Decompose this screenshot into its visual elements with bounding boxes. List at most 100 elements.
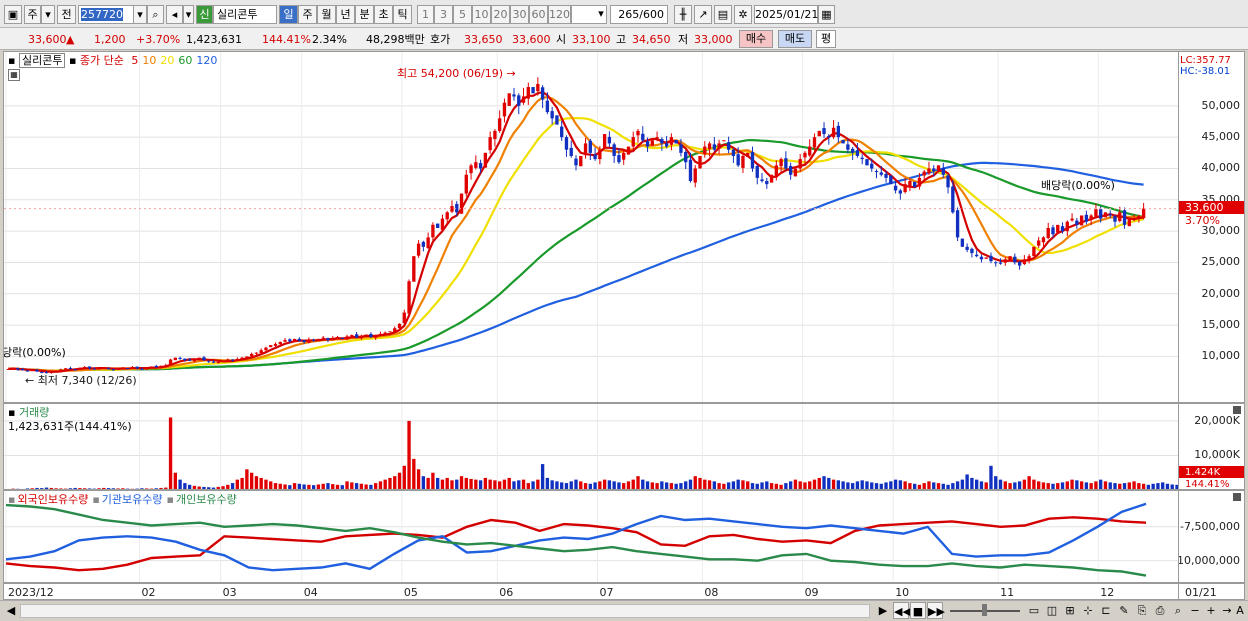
- layout-two-icon[interactable]: ◫: [1046, 604, 1058, 617]
- candle-body: [331, 338, 335, 341]
- volume-bar: [254, 476, 259, 489]
- measure-icon[interactable]: ⊏: [1101, 604, 1111, 617]
- legend-ma-20: 20: [160, 54, 175, 67]
- horizontal-scrollbar[interactable]: [20, 604, 870, 618]
- print-icon[interactable]: ⎙: [1155, 604, 1165, 617]
- period-0-button[interactable]: 일: [279, 5, 298, 24]
- period-2-button[interactable]: 월: [317, 5, 336, 24]
- candle-type-icon[interactable]: ╫: [674, 5, 692, 24]
- crosshair-icon[interactable]: ⊹: [1083, 604, 1093, 617]
- interval-120-button[interactable]: 120: [548, 5, 571, 24]
- volume-bar: [521, 479, 526, 489]
- draw-icon[interactable]: ✎: [1119, 604, 1129, 617]
- volume-bar: [788, 481, 793, 489]
- candle-body: [483, 152, 488, 168]
- candle-body: [965, 246, 969, 250]
- interval-dropdown-icon[interactable]: ▾: [598, 7, 604, 20]
- interval-3-button[interactable]: 3: [434, 5, 453, 24]
- candle-body: [326, 338, 330, 341]
- stock-code-input[interactable]: 257720: [78, 5, 136, 24]
- zoom-reset-icon[interactable]: →: [1222, 604, 1232, 617]
- layout-icon[interactable]: ▣: [4, 5, 22, 24]
- zoom-search-icon[interactable]: ⌕: [1174, 604, 1182, 617]
- grid-table-icon[interactable]: ▦: [8, 69, 20, 81]
- search-icon[interactable]: ⌕: [147, 5, 164, 24]
- volume-bar: [1113, 483, 1117, 489]
- speaker-icon[interactable]: ◂: [166, 5, 183, 24]
- volume-bar: [874, 483, 879, 489]
- interval-1-button[interactable]: 1: [417, 5, 434, 24]
- volume-bar: [207, 487, 211, 489]
- interval-30-button[interactable]: 30: [510, 5, 529, 24]
- volume-bar: [63, 488, 68, 489]
- ma-20-line: [8, 116, 1144, 372]
- copy-icon[interactable]: ⎘: [1137, 604, 1147, 617]
- interval-20-button[interactable]: 20: [491, 5, 510, 24]
- volume-bar: [130, 488, 135, 489]
- volume-bar: [145, 488, 149, 489]
- candle-body: [202, 357, 206, 361]
- period-1-button[interactable]: 주: [298, 5, 317, 24]
- interval-5-button[interactable]: 5: [453, 5, 472, 24]
- period-3-button[interactable]: 년: [336, 5, 355, 24]
- candle-body: [87, 366, 92, 369]
- candle-body: [49, 371, 53, 373]
- volume-bar: [183, 483, 187, 489]
- candle-body: [159, 365, 163, 368]
- volume-tick-label: 20,000K: [1194, 413, 1240, 427]
- close-icon[interactable]: [1233, 493, 1241, 501]
- holding-chart-panel[interactable]: ▪ 외국인보유수량 ▪ 기관보유수량 ▪ 개인보유수량: [3, 490, 1179, 583]
- calendar-icon[interactable]: ▦: [818, 5, 835, 24]
- volume-bar: [989, 465, 993, 489]
- volume-bar: [1065, 481, 1069, 489]
- market-prefix-button[interactable]: 전: [57, 5, 76, 24]
- candle-body: [97, 368, 101, 370]
- layout-one-icon[interactable]: ▭: [1028, 604, 1040, 617]
- stock-name[interactable]: 실리콘투: [213, 5, 277, 24]
- ma-60-line: [8, 138, 1144, 372]
- price-tick-label: 20,000: [1201, 286, 1241, 300]
- volume-bar: [455, 479, 459, 489]
- code-dropdown-icon[interactable]: ▾: [133, 5, 147, 24]
- buy-button[interactable]: 매수: [739, 30, 773, 48]
- price-badge: 33,600: [1179, 201, 1244, 214]
- chevron-down-icon[interactable]: ▾: [41, 5, 55, 24]
- period-6-button[interactable]: 틱: [393, 5, 412, 24]
- candle-body: [975, 254, 979, 257]
- volume-chart-panel[interactable]: ▪ 거래량 1,423,631주(144.41%): [3, 403, 1179, 490]
- bar-count-field[interactable]: 265/600: [610, 5, 668, 24]
- save-icon[interactable]: ▤: [714, 5, 732, 24]
- scroll-left-icon[interactable]: ◀: [6, 604, 16, 617]
- interval-10-button[interactable]: 10: [472, 5, 491, 24]
- date-input[interactable]: 2025/01/21: [754, 5, 818, 24]
- volume-bar: [173, 472, 177, 489]
- gear-icon[interactable]: ✲: [734, 5, 752, 24]
- interval-60-button[interactable]: 60: [529, 5, 548, 24]
- period-4-button[interactable]: 분: [355, 5, 374, 24]
- period-5-button[interactable]: 초: [374, 5, 393, 24]
- candle-body: [1127, 218, 1131, 227]
- layout-grid-icon[interactable]: ⊞: [1065, 604, 1075, 617]
- speaker-dropdown-icon[interactable]: ▾: [183, 5, 194, 24]
- interval-input[interactable]: [571, 5, 607, 24]
- indicator-icon[interactable]: ↗: [694, 5, 712, 24]
- zoom-slider-thumb[interactable]: [982, 604, 987, 616]
- candle-body: [736, 154, 740, 166]
- fast-forward-icon[interactable]: ▶▶: [927, 602, 945, 619]
- stop-icon[interactable]: ■: [910, 602, 926, 619]
- candle-body: [1003, 259, 1007, 263]
- eval-button[interactable]: 평: [816, 30, 836, 48]
- low-price: 33,000: [694, 33, 733, 46]
- zoom-in-icon[interactable]: +: [1206, 604, 1216, 617]
- volume-bar: [736, 479, 740, 489]
- scroll-right-icon[interactable]: ▶: [878, 604, 888, 617]
- x-tick-label: 09: [804, 586, 819, 599]
- price-chart-panel[interactable]: ▪ 실리콘투 ▪ 종가 단순 5 10 20 60 120 ▦ 최고 54,200 (0…: [3, 51, 1179, 403]
- font-size-icon[interactable]: A: [1236, 604, 1244, 617]
- volume-bar: [908, 483, 912, 489]
- close-icon[interactable]: [1233, 406, 1241, 414]
- sell-button[interactable]: 매도: [778, 30, 812, 48]
- zoom-out-icon[interactable]: −: [1190, 604, 1200, 617]
- market-select[interactable]: 주: [24, 5, 41, 24]
- rewind-icon[interactable]: ◀◀: [893, 602, 911, 619]
